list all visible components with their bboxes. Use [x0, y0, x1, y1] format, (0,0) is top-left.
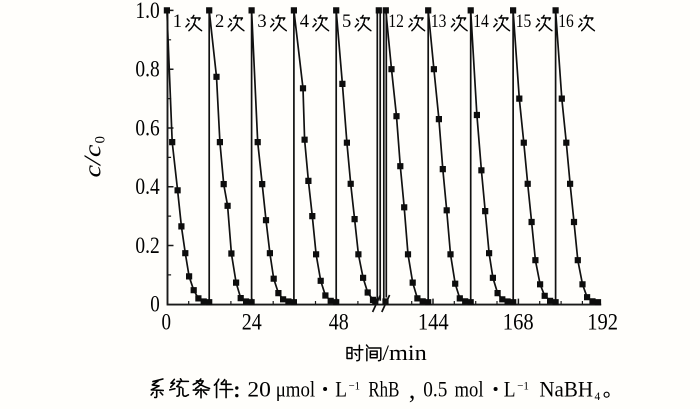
svg-text:0.4: 0.4: [135, 174, 160, 199]
svg-text:13: 13: [431, 12, 447, 32]
svg-text:−1: −1: [517, 378, 529, 392]
svg-text:168: 168: [503, 309, 534, 334]
svg-text:1.0: 1.0: [135, 0, 159, 23]
svg-text:4: 4: [300, 12, 309, 32]
svg-text:15: 15: [516, 12, 532, 32]
svg-text:2: 2: [215, 12, 224, 32]
svg-text:192: 192: [587, 309, 618, 334]
svg-text:0.8: 0.8: [135, 57, 159, 82]
svg-text:c/c: c/c: [81, 144, 107, 177]
svg-text:/min: /min: [382, 340, 427, 365]
svg-text:0: 0: [93, 136, 109, 144]
svg-text:1: 1: [173, 12, 182, 32]
svg-text:NaBH: NaBH: [539, 376, 593, 401]
svg-text:14: 14: [473, 12, 489, 32]
svg-text:L: L: [335, 376, 347, 401]
svg-text:μmol: μmol: [276, 376, 316, 401]
svg-text:4: 4: [595, 391, 601, 403]
svg-text:0.6: 0.6: [135, 115, 159, 140]
svg-text:mol: mol: [455, 376, 484, 401]
svg-text:5: 5: [342, 12, 351, 32]
svg-text:,: ,: [409, 375, 416, 404]
svg-text:0: 0: [161, 309, 171, 334]
svg-text:48: 48: [329, 309, 349, 334]
svg-text:0: 0: [150, 292, 160, 317]
svg-text:20: 20: [247, 376, 271, 401]
svg-text:RhB: RhB: [368, 376, 399, 401]
svg-text:−1: −1: [349, 378, 361, 392]
svg-text:144: 144: [418, 309, 449, 334]
svg-text:16: 16: [558, 12, 574, 32]
svg-text:L: L: [504, 376, 516, 401]
svg-text:3: 3: [257, 12, 266, 32]
svg-text:12: 12: [388, 12, 404, 32]
svg-text:0.5: 0.5: [423, 376, 447, 401]
svg-text:0.2: 0.2: [135, 233, 159, 258]
svg-text:24: 24: [242, 309, 262, 334]
